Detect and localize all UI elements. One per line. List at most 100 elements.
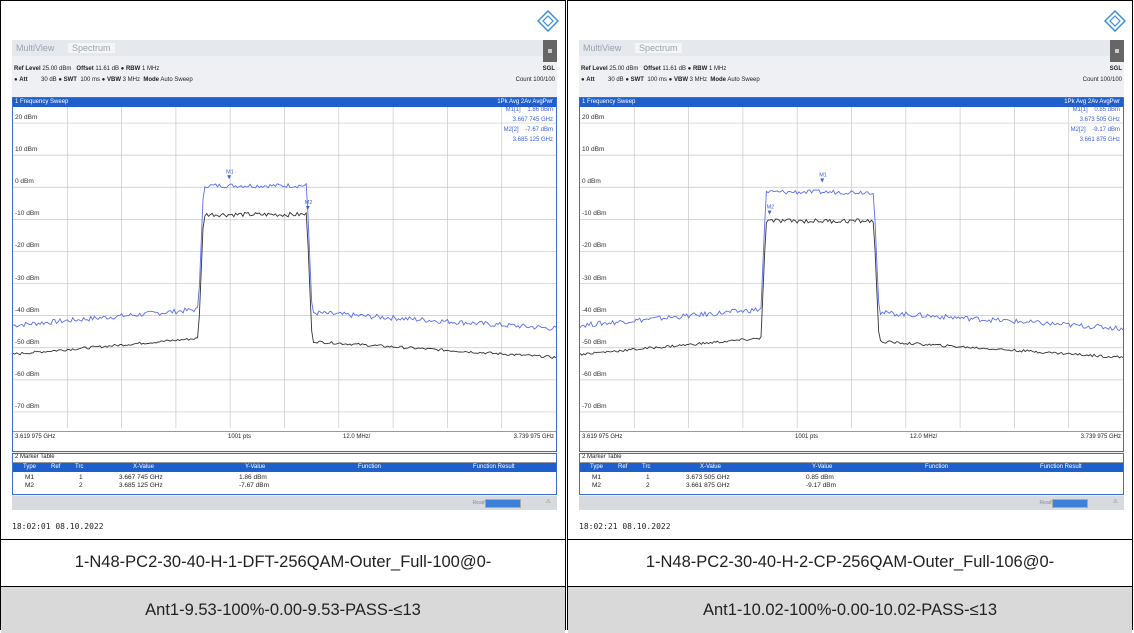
col-function: Function [925, 464, 949, 470]
spectrum-panel: 1 Frequency Sweep 1Pk Avg 2Av AvgPwr M1 M… [579, 97, 1124, 452]
col-ref: Ref [51, 464, 61, 470]
analyzer-screenshot: MultiView Spectrum Ref Level 25.00 dBm O… [569, 2, 1132, 539]
marker-table: 2 Marker Table Type Ref Trc X-Value Y-Va… [579, 453, 1124, 495]
x-start-label: 3.619 975 GHz [15, 434, 56, 440]
table-row: M2 2 3.685 125 GHz -7.67 dBm [13, 481, 556, 489]
trace-modes: 1Pk Avg 2Av AvgPwr [1064, 99, 1120, 105]
header-row-1: Ref Level 25.00 dBm Offset 11.61 dB ● RB… [581, 66, 727, 72]
col-x-value: X-Value [700, 464, 721, 470]
y-tick-label: -60 dBm [582, 370, 607, 378]
y-tick-label: -50 dBm [582, 338, 607, 346]
instrument-window: MultiView Spectrum Ref Level 25.00 dBm O… [579, 40, 1124, 510]
trace-2-line [580, 218, 1123, 359]
trace-modes: 1Pk Avg 2Av AvgPwr [497, 99, 553, 105]
tab-spectrum[interactable]: Spectrum [635, 43, 682, 53]
col-trc: Trc [75, 464, 84, 470]
tab-multiview[interactable]: MultiView [16, 43, 55, 53]
x-start-label: 3.619 975 GHz [582, 434, 623, 440]
sgl-indicator: SGL [542, 66, 555, 72]
status-bar: Ready ⚠ [579, 496, 1124, 510]
y-tick-label: 10 dBm [15, 146, 38, 154]
col-function-result: Function Result [1040, 464, 1082, 470]
tab-spectrum[interactable]: Spectrum [68, 43, 115, 53]
timestamp: 18:02:21 08.10.2022 [579, 522, 671, 531]
result-cell-2: MultiView Spectrum Ref Level 25.00 dBm O… [567, 0, 1133, 633]
row-type: M2 [592, 482, 602, 489]
instrument-window: MultiView Spectrum Ref Level 25.00 dBm O… [12, 40, 557, 510]
table-row: M1 1 3.667 745 GHz 1.86 dBm [13, 473, 556, 481]
y-tick-label: 20 dBm [582, 114, 605, 122]
row-type: M1 [592, 474, 602, 481]
warning-icon: ⚠ [545, 499, 551, 505]
caption-line-2: Ant1-9.53-100%-0.00-9.53-PASS-≤13 [1, 586, 565, 633]
m1-marker [227, 175, 232, 180]
tab-bar: MultiView Spectrum [579, 40, 1124, 62]
spectrum-chart: M1 M2 [580, 107, 1123, 428]
header-row-2: ● Att 30 dB ● SWT 100 ms ● VBW 3 MHz Mod… [14, 77, 193, 83]
row-x: 3.685 125 GHz [119, 482, 163, 489]
menu-button[interactable] [543, 40, 557, 62]
col-y-value: Y-Value [812, 464, 833, 470]
y-tick-label: -70 dBm [582, 402, 607, 410]
spectrum-plot: M1 M2 20 dBm 10 dBm 0 dBm -10 dBm -20 dBm -30 … [580, 107, 1123, 428]
rohde-schwarz-logo-icon [537, 10, 559, 32]
rohde-schwarz-logo-icon [1104, 10, 1126, 32]
result-cell-1: MultiView Spectrum Ref Level 25.00 dBm O… [0, 0, 566, 633]
y-tick-label: -30 dBm [582, 274, 607, 282]
row-type: M2 [25, 482, 35, 489]
m2-marker-label: M2 [767, 205, 775, 211]
marker-table-header: Type Ref Trc X-Value Y-Value Function Fu… [580, 463, 1123, 472]
m1-readout: M1[1] 0.85 dBm [1072, 107, 1120, 113]
spectrum-chart: M1 M2 [13, 107, 556, 428]
col-ref: Ref [618, 464, 628, 470]
m1-readout: M1[1] 1.86 dBm [505, 107, 553, 113]
row-y: -9.17 dBm [806, 482, 836, 489]
trace-1-line [13, 182, 556, 331]
col-function-result: Function Result [473, 464, 515, 470]
m2-marker-label: M2 [305, 200, 313, 206]
m1-marker-label: M1 [819, 173, 827, 179]
row-x: 3.673 505 GHz [686, 474, 730, 481]
col-trc: Trc [642, 464, 651, 470]
caption: 1-N48-PC2-30-40-H-2-CP-256QAM-Outer_Full… [568, 539, 1132, 633]
tab-bar: MultiView Spectrum [12, 40, 557, 62]
span-per-div-label: 12.0 MHz/ [910, 434, 938, 440]
col-type: Type [590, 464, 604, 470]
header-row-2: ● Att 30 dB ● SWT 100 ms ● VBW 3 MHz Mod… [581, 77, 760, 83]
m2-readout: M2[2] -9.17 dBm [1070, 127, 1120, 133]
m2-readout: M2[2] -7.67 dBm [503, 127, 553, 133]
x-axis-footer: 3.619 975 GHz 1001 pts 12.0 MHz/ 3.739 9… [13, 431, 556, 442]
spectrum-panel: 1 Frequency Sweep 1Pk Avg 2Av AvgPwr M1 M… [12, 97, 557, 452]
m1-marker [820, 178, 825, 183]
m2-frequency: 3.661 875 GHz [1079, 137, 1120, 143]
menu-button[interactable] [1110, 40, 1124, 62]
progress-bar [1052, 499, 1088, 508]
tab-multiview[interactable]: MultiView [583, 43, 622, 53]
m1-frequency: 3.673 505 GHz [1079, 117, 1120, 123]
y-tick-label: -30 dBm [15, 274, 40, 282]
col-y-value: Y-Value [245, 464, 266, 470]
col-function: Function [358, 464, 382, 470]
sweep-count: Count 100/100 [1082, 77, 1122, 83]
warning-icon: ⚠ [1112, 499, 1118, 505]
sgl-indicator: SGL [1109, 66, 1122, 72]
row-x: 3.667 745 GHz [119, 474, 163, 481]
sweep-count: Count 100/100 [515, 77, 555, 83]
row-trc: 1 [646, 474, 650, 481]
caption-line-1: 1-N48-PC2-30-40-H-2-CP-256QAM-Outer_Full… [645, 553, 1055, 571]
y-tick-label: 0 dBm [15, 178, 34, 186]
y-tick-label: -20 dBm [15, 242, 40, 250]
y-tick-label: 10 dBm [582, 146, 605, 154]
row-trc: 2 [79, 482, 83, 489]
marker-table: 2 Marker Table Type Ref Trc X-Value Y-Va… [12, 453, 557, 495]
timestamp: 18:02:01 08.10.2022 [12, 522, 104, 531]
row-y: 0.85 dBm [806, 474, 834, 481]
y-tick-label: -50 dBm [15, 338, 40, 346]
col-type: Type [23, 464, 37, 470]
trace-1-line [580, 189, 1123, 332]
m1-marker-label: M1 [226, 169, 234, 175]
x-stop-label: 3.739 975 GHz [513, 434, 554, 440]
marker-table-header: Type Ref Trc X-Value Y-Value Function Fu… [13, 463, 556, 472]
x-axis-footer: 3.619 975 GHz 1001 pts 12.0 MHz/ 3.739 9… [580, 431, 1123, 442]
